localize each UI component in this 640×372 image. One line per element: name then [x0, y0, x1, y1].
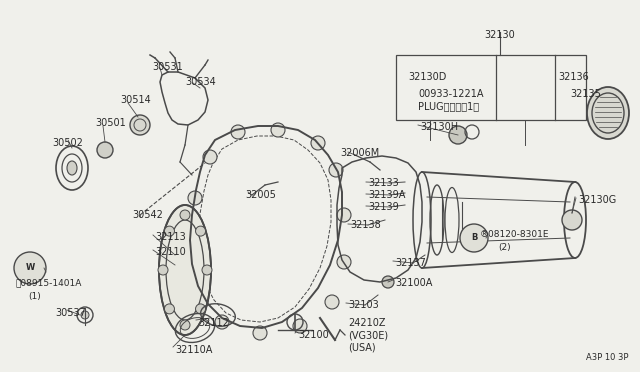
Text: A3P 10 3P: A3P 10 3P — [586, 353, 628, 362]
Circle shape — [329, 163, 343, 177]
Text: W: W — [26, 263, 35, 273]
Circle shape — [382, 276, 394, 288]
Circle shape — [293, 319, 307, 333]
Circle shape — [449, 126, 467, 144]
Text: 32133: 32133 — [368, 178, 399, 188]
Circle shape — [202, 265, 212, 275]
Text: 32100: 32100 — [298, 330, 329, 340]
Circle shape — [185, 238, 199, 252]
Text: 24210Z: 24210Z — [348, 318, 385, 328]
Ellipse shape — [159, 205, 211, 335]
Circle shape — [196, 226, 205, 236]
Text: 32100A: 32100A — [395, 278, 433, 288]
Circle shape — [203, 150, 217, 164]
Text: 00933-1221A: 00933-1221A — [418, 89, 483, 99]
Text: 30501: 30501 — [95, 118, 125, 128]
Circle shape — [271, 123, 285, 137]
Text: 32005: 32005 — [245, 190, 276, 200]
Text: 32006M: 32006M — [340, 148, 380, 158]
Text: 30537: 30537 — [55, 308, 86, 318]
Circle shape — [196, 304, 205, 314]
Text: (2): (2) — [498, 243, 511, 252]
Text: 32112: 32112 — [198, 318, 229, 328]
Text: 32136: 32136 — [558, 72, 589, 82]
Circle shape — [337, 208, 351, 222]
Circle shape — [231, 125, 245, 139]
Circle shape — [97, 142, 113, 158]
Text: 32139A: 32139A — [368, 190, 405, 200]
Circle shape — [130, 115, 150, 135]
Circle shape — [188, 191, 202, 205]
Circle shape — [311, 136, 325, 150]
Ellipse shape — [67, 161, 77, 175]
Circle shape — [193, 283, 207, 297]
Text: 32138: 32138 — [350, 220, 381, 230]
Circle shape — [562, 210, 582, 230]
Text: 30502: 30502 — [52, 138, 83, 148]
Text: 30514: 30514 — [120, 95, 151, 105]
Circle shape — [337, 255, 351, 269]
Text: 32110: 32110 — [155, 247, 186, 257]
Bar — [396, 55, 586, 120]
Text: 30534: 30534 — [185, 77, 216, 87]
Circle shape — [180, 210, 190, 220]
Text: 30531: 30531 — [152, 62, 183, 72]
Text: ®08120-8301E: ®08120-8301E — [480, 230, 550, 239]
Text: 32130G: 32130G — [578, 195, 616, 205]
Text: B: B — [471, 234, 477, 243]
Text: Ⓥ08915-1401A: Ⓥ08915-1401A — [15, 278, 81, 287]
Text: 32139: 32139 — [368, 202, 399, 212]
Text: 32130H: 32130H — [420, 122, 458, 132]
Text: 32110A: 32110A — [175, 345, 212, 355]
Text: 32130: 32130 — [484, 30, 515, 40]
Text: 32130D: 32130D — [408, 72, 446, 82]
Circle shape — [325, 295, 339, 309]
Text: 32103: 32103 — [348, 300, 379, 310]
Circle shape — [81, 311, 89, 319]
Circle shape — [253, 326, 267, 340]
Text: (VG30E): (VG30E) — [348, 330, 388, 340]
Circle shape — [460, 224, 488, 252]
Text: 32137: 32137 — [395, 258, 426, 268]
Circle shape — [164, 226, 175, 236]
Ellipse shape — [587, 87, 629, 139]
Circle shape — [14, 252, 46, 284]
Circle shape — [164, 304, 175, 314]
Text: (USA): (USA) — [348, 342, 376, 352]
Text: 30542: 30542 — [132, 210, 163, 220]
Text: 32135: 32135 — [570, 89, 601, 99]
Circle shape — [215, 315, 229, 329]
Text: PLUGプラグ＜1＞: PLUGプラグ＜1＞ — [418, 101, 479, 111]
Text: (1): (1) — [28, 292, 41, 301]
Circle shape — [158, 265, 168, 275]
Text: 32113: 32113 — [155, 232, 186, 242]
Circle shape — [180, 320, 190, 330]
